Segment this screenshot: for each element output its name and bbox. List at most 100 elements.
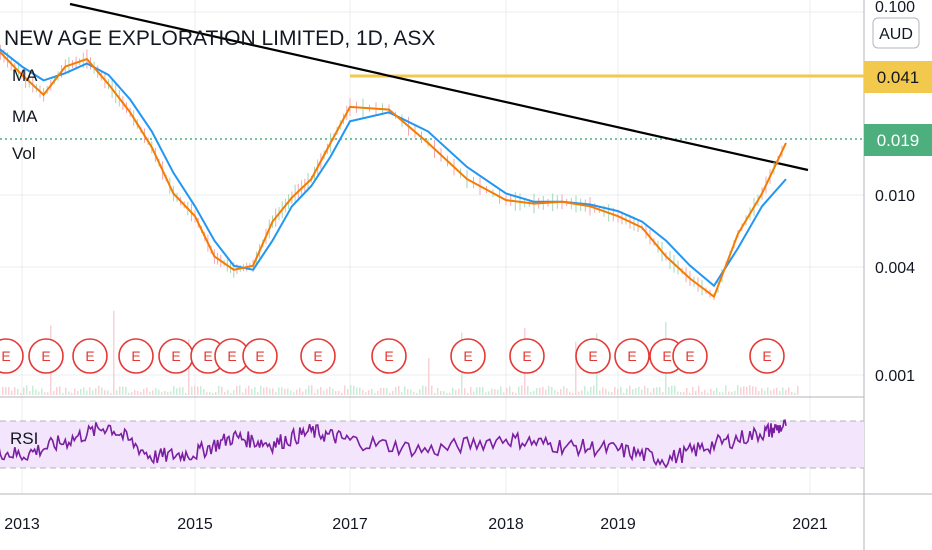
volume-bar xyxy=(257,392,259,395)
volume-bar xyxy=(437,387,439,395)
volume-bar xyxy=(797,386,799,395)
volume-bar xyxy=(641,389,643,395)
price-tick-4: 0.004 xyxy=(875,260,915,277)
indicator-ma-1[interactable]: MA xyxy=(12,66,38,85)
earnings-marker[interactable]: E xyxy=(158,338,194,374)
volume-bar xyxy=(749,385,751,395)
earnings-marker[interactable]: E xyxy=(118,338,154,374)
volume-bar xyxy=(416,392,418,395)
volume-bar xyxy=(614,386,616,395)
volume-bar xyxy=(725,385,727,395)
volume-bar xyxy=(599,390,601,395)
volume-bar xyxy=(149,391,151,395)
volume-bar xyxy=(629,385,631,395)
volume-bar xyxy=(494,389,496,395)
price-tick-5: 0.001 xyxy=(875,368,915,385)
volume-bar xyxy=(71,392,73,395)
earnings-marker[interactable]: E xyxy=(371,338,407,374)
volume-bar xyxy=(626,388,628,395)
volume-bar xyxy=(527,386,529,395)
ma-slow-line xyxy=(0,48,787,288)
svg-text:0.041: 0.041 xyxy=(877,68,920,87)
volume-bar xyxy=(581,390,583,395)
price-tick-0: 0.100 xyxy=(875,0,915,16)
earnings-marker[interactable]: E xyxy=(509,338,545,374)
svg-text:E: E xyxy=(227,348,236,364)
volume-bar xyxy=(794,392,796,395)
volume-bar xyxy=(446,392,448,395)
volume-bar xyxy=(362,390,364,395)
volume-bar xyxy=(659,387,661,395)
earnings-marker[interactable]: E xyxy=(575,338,611,374)
volume-bar xyxy=(590,386,592,395)
volume-bar xyxy=(389,392,391,395)
svg-text:E: E xyxy=(85,348,94,364)
volume-bar xyxy=(86,390,88,395)
volume-bar xyxy=(167,392,169,395)
volume-bar xyxy=(440,391,442,395)
earnings-marker[interactable]: E xyxy=(749,338,785,374)
volume-bar xyxy=(224,392,226,395)
ma-fast-line xyxy=(0,50,787,299)
volume-bar xyxy=(620,386,622,395)
volume-bar xyxy=(245,388,247,395)
volume-bar xyxy=(701,391,703,395)
volume-bar xyxy=(509,386,511,395)
volume-bar xyxy=(557,391,559,395)
volume-bar xyxy=(491,388,493,395)
volume-bar xyxy=(329,386,331,395)
volume-bar xyxy=(260,385,262,395)
earnings-marker[interactable]: E xyxy=(242,338,278,374)
earnings-marker[interactable]: E xyxy=(300,338,336,374)
volume-bar xyxy=(401,392,403,395)
earnings-marker[interactable]: E xyxy=(28,338,64,374)
earnings-marker[interactable]: E xyxy=(0,338,24,374)
volume-bar xyxy=(383,387,385,395)
volume-bar xyxy=(785,390,787,395)
volume-bar xyxy=(137,391,139,395)
time-tick-5: 2021 xyxy=(792,516,828,533)
volume-bar xyxy=(344,385,346,395)
volume-bar xyxy=(683,392,685,395)
volume-bar xyxy=(152,390,154,395)
currency-button[interactable]: AUD xyxy=(872,17,920,49)
earnings-marker[interactable]: E xyxy=(72,338,108,374)
volume-bar xyxy=(677,391,679,395)
svg-text:E: E xyxy=(685,348,694,364)
earnings-marker[interactable]: E xyxy=(672,338,708,374)
volume-bar xyxy=(617,388,619,395)
volume-bar xyxy=(767,387,769,395)
volume-bar xyxy=(230,393,232,395)
trendline[interactable] xyxy=(69,2,809,172)
volume-bar xyxy=(428,358,430,395)
volume-bar xyxy=(575,341,577,395)
volume-bar xyxy=(734,390,736,395)
volume-bar xyxy=(761,388,763,395)
earnings-marker[interactable]: E xyxy=(450,338,486,374)
volume-bar xyxy=(779,390,781,395)
volume-bar xyxy=(578,391,580,395)
volume-bar xyxy=(332,388,334,395)
svg-text:E: E xyxy=(255,348,264,364)
volume-bar xyxy=(356,387,358,395)
volume-bar xyxy=(335,391,337,395)
volume-bar xyxy=(680,392,682,395)
volume-bar xyxy=(119,386,121,395)
volume-bar xyxy=(116,390,118,395)
volume-bar xyxy=(203,389,205,395)
indicator-ma-2[interactable]: MA xyxy=(12,107,38,126)
indicator-vol[interactable]: Vol xyxy=(12,144,36,163)
volume-bar xyxy=(746,386,748,395)
volume-bar xyxy=(239,385,241,395)
volume-bar xyxy=(281,387,283,395)
volume-bar xyxy=(707,392,709,395)
svg-text:E: E xyxy=(1,348,10,364)
earnings-marker[interactable]: E xyxy=(614,338,650,374)
volume-bar xyxy=(611,392,613,395)
volume-bar xyxy=(728,391,730,395)
volume-bar xyxy=(2,386,4,395)
volume-bar xyxy=(497,389,499,395)
volume-bar xyxy=(185,393,187,395)
